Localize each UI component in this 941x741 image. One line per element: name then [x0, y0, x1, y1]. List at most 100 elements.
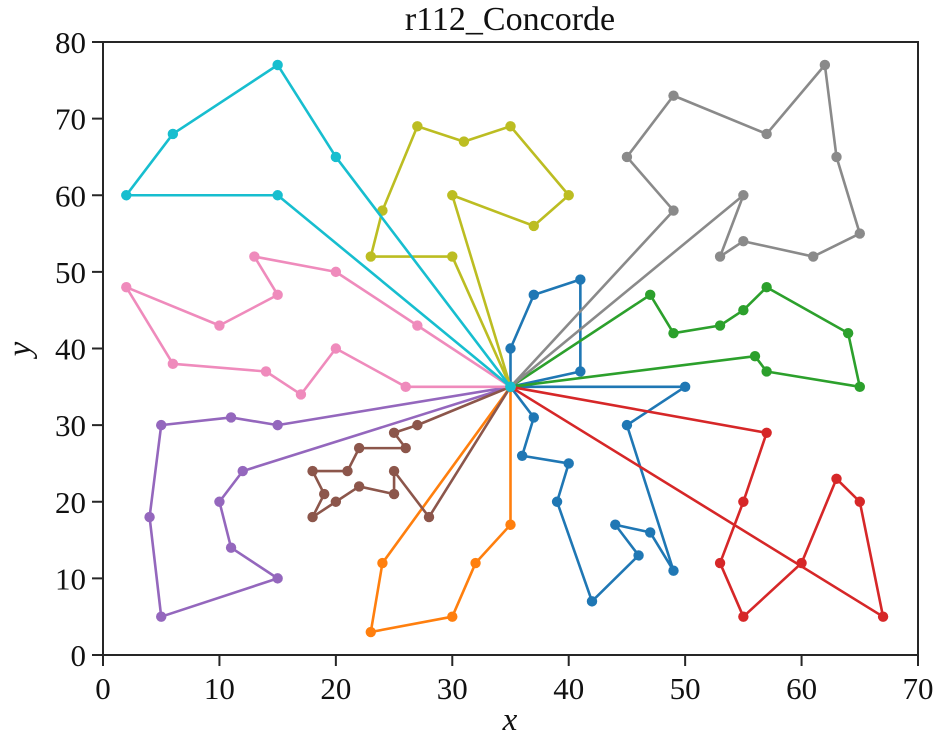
route-brown-point	[307, 465, 318, 477]
y-tick-label: 70	[55, 102, 86, 137]
route-blue-lower-point	[563, 458, 574, 469]
route-orange-point	[377, 557, 388, 569]
y-tick-label: 0	[71, 638, 87, 673]
route-brown-point	[423, 511, 435, 523]
route-blue-upper	[505, 274, 586, 393]
route-brown-point	[388, 465, 400, 477]
route-cyan-path	[124, 63, 512, 389]
route-olive-path	[369, 124, 571, 389]
route-pink-point	[121, 282, 132, 293]
route-olive-point	[563, 190, 574, 201]
route-orange	[365, 381, 516, 638]
route-brown-point	[353, 442, 365, 454]
route-blue-lower	[505, 381, 691, 607]
route-blue-lower-point	[645, 527, 656, 538]
route-gray-point	[668, 90, 679, 101]
route-green-point	[842, 327, 854, 339]
route-gray-point	[738, 236, 749, 247]
route-purple-point	[156, 419, 167, 431]
route-green-point	[668, 327, 679, 339]
route-gray-point	[621, 151, 633, 163]
route-red	[505, 381, 889, 622]
route-blue-lower-point	[679, 381, 691, 393]
route-purple-point	[237, 465, 248, 477]
route-gray-point	[714, 251, 726, 262]
route-gray-point	[854, 228, 865, 239]
route-gray-point	[819, 59, 831, 71]
x-tick-label: 40	[553, 671, 584, 706]
y-tick-label: 10	[55, 561, 86, 596]
y-axis-label: y	[2, 341, 38, 359]
route-cyan-point	[167, 128, 179, 140]
route-green-point	[738, 304, 749, 316]
route-green-path	[509, 285, 862, 389]
route-gray-point	[808, 251, 819, 262]
route-cyan-point	[330, 151, 342, 163]
route-gray-point	[831, 151, 842, 163]
x-tick-label: 20	[320, 671, 351, 706]
route-olive-point	[505, 121, 516, 132]
route-cyan-point	[505, 381, 516, 393]
route-olive-point	[528, 220, 539, 232]
y-axis-ticks: 0 10 20 30 40 50 60 70 80	[55, 25, 103, 673]
route-cyan-point	[272, 59, 283, 71]
route-pink	[121, 251, 516, 400]
route-blue-upper-point	[575, 274, 586, 285]
route-pink-path	[124, 255, 512, 396]
route-gray-point	[738, 190, 749, 201]
route-green-point	[714, 320, 726, 331]
chart-title: r112_Concorde	[405, 1, 615, 38]
route-pink-point	[412, 320, 423, 331]
route-olive-point	[447, 190, 458, 201]
y-tick-label: 30	[55, 408, 86, 443]
route-pink-point	[400, 381, 411, 393]
route-blue-lower-point	[610, 519, 621, 530]
routes-group	[121, 59, 889, 638]
route-olive-point	[412, 121, 423, 132]
route-brown-point	[319, 488, 330, 500]
x-tick-label: 30	[437, 671, 468, 706]
route-red-point	[714, 557, 726, 569]
route-pink-point	[295, 389, 307, 400]
route-purple-point	[225, 412, 237, 423]
route-purple	[144, 381, 516, 622]
route-brown-path	[311, 385, 512, 519]
route-blue-lower-point	[551, 496, 563, 507]
route-blue-lower-point	[668, 565, 679, 576]
y-tick-label: 60	[55, 178, 86, 213]
route-gray-point	[761, 128, 772, 140]
route-green-point	[854, 381, 865, 393]
route-purple-point	[156, 611, 167, 622]
y-tick-label: 80	[55, 25, 86, 60]
route-orange-point	[365, 626, 376, 638]
x-axis-ticks: 0 10 20 30 40 50 60 70	[95, 655, 934, 706]
route-brown-point	[353, 481, 365, 492]
y-tick-label: 50	[55, 255, 86, 290]
route-green-point	[645, 289, 656, 301]
route-red-point	[854, 496, 865, 507]
route-green-point	[761, 366, 772, 377]
x-axis-label: x	[502, 702, 518, 738]
route-pink-point	[330, 266, 342, 278]
route-orange-point	[470, 557, 481, 569]
y-tick-label: 20	[55, 485, 86, 520]
route-green-point	[761, 282, 772, 293]
route-orange-point	[447, 611, 458, 622]
route-blue-lower-point	[621, 419, 633, 431]
route-pink-point	[272, 289, 283, 301]
route-pink-point	[260, 366, 272, 377]
x-tick-label: 0	[95, 671, 111, 706]
route-gray-path	[509, 63, 862, 389]
route-blue-upper-point	[575, 366, 586, 377]
route-gray-point	[668, 205, 679, 216]
route-red-point	[831, 473, 842, 484]
route-olive-point	[447, 251, 458, 262]
route-red-point	[738, 496, 749, 507]
route-red-point	[877, 611, 889, 622]
route-purple-point	[214, 496, 225, 507]
route-gray	[505, 59, 865, 393]
route-orange-point	[505, 519, 516, 530]
x-tick-label: 50	[670, 671, 701, 706]
